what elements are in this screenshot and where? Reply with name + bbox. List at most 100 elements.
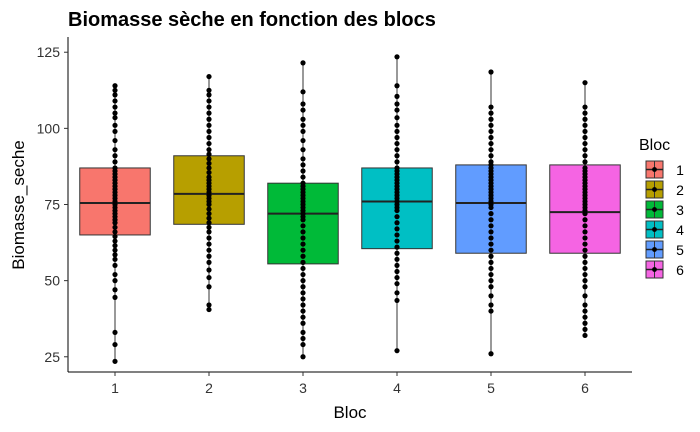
data-point-6-42 <box>582 116 588 122</box>
data-point-3-33 <box>300 180 306 186</box>
data-point-6-43 <box>582 110 588 116</box>
data-point-1-8 <box>112 256 118 262</box>
data-point-2-5 <box>206 259 212 265</box>
legend-label-2: 2 <box>676 182 684 198</box>
data-point-4-6 <box>394 262 400 269</box>
data-point-2-28 <box>206 160 212 166</box>
legend-key-point-1 <box>652 167 657 172</box>
data-point-3-17 <box>300 241 306 247</box>
data-point-3-2 <box>300 335 306 342</box>
data-point-5-12 <box>488 235 494 241</box>
data-point-4-34 <box>394 134 400 141</box>
data-point-1-47 <box>112 83 118 89</box>
data-point-2-15 <box>206 206 212 212</box>
legend: Bloc 1 2 3 4 5 6 <box>639 137 684 279</box>
data-point-4-31 <box>394 153 400 159</box>
data-point-4-14 <box>394 214 400 220</box>
data-point-6-0 <box>582 332 588 339</box>
data-point-4-10 <box>394 238 400 244</box>
data-point-1-13 <box>112 233 118 240</box>
data-point-5-35 <box>488 140 494 147</box>
data-point-5-16 <box>488 211 494 217</box>
data-point-5-4 <box>488 284 494 290</box>
data-point-3-12 <box>300 271 306 278</box>
data-point-1-37 <box>112 147 118 153</box>
axes: 25 50 75 100 125 1 2 3 4 5 6 <box>37 37 632 396</box>
data-point-2-13 <box>206 215 212 221</box>
data-point-3-16 <box>300 247 306 253</box>
data-point-2-40 <box>206 92 212 98</box>
x-tick-label-2: 2 <box>205 380 213 396</box>
y-tick-label-25: 25 <box>44 349 60 365</box>
data-point-1-41 <box>112 115 118 121</box>
data-point-2-10 <box>206 229 212 235</box>
legend-label-5: 5 <box>676 242 684 258</box>
data-point-4-8 <box>394 250 400 256</box>
data-point-4-29 <box>394 165 400 171</box>
data-point-2-1 <box>206 302 212 308</box>
y-tick-label-100: 100 <box>37 120 61 136</box>
data-point-5-15 <box>488 217 494 223</box>
data-point-2-9 <box>206 235 212 241</box>
data-point-3-4 <box>300 320 306 326</box>
data-point-4-41 <box>394 83 400 89</box>
data-point-2-29 <box>206 156 212 162</box>
y-tick-label-50: 50 <box>44 273 60 289</box>
data-point-2-4 <box>206 267 212 273</box>
data-point-6-4 <box>582 308 588 314</box>
data-point-3-5 <box>300 314 306 320</box>
data-point-2-0 <box>206 306 212 313</box>
data-point-4-7 <box>394 256 400 262</box>
data-point-4-2 <box>394 290 400 296</box>
data-point-6-18 <box>582 217 588 223</box>
data-point-6-2 <box>582 320 588 326</box>
data-point-3-39 <box>300 137 306 144</box>
x-tick-label-1: 1 <box>111 380 119 396</box>
x-tick-label-5: 5 <box>487 380 495 396</box>
data-point-4-4 <box>394 274 400 281</box>
data-point-2-39 <box>206 98 212 104</box>
data-point-5-8 <box>488 259 494 265</box>
data-point-5-39 <box>488 116 494 122</box>
data-point-5-14 <box>488 223 494 229</box>
data-point-2-34 <box>206 128 212 135</box>
data-point-6-14 <box>582 241 588 247</box>
data-point-3-45 <box>300 89 306 95</box>
data-point-3-41 <box>300 122 306 128</box>
data-point-5-13 <box>488 229 494 235</box>
data-point-2-25 <box>206 174 212 180</box>
data-point-2-32 <box>206 140 212 147</box>
data-point-6-17 <box>582 223 588 229</box>
data-point-1-6 <box>112 271 118 278</box>
data-point-6-5 <box>582 302 588 308</box>
data-point-5-11 <box>488 241 494 247</box>
data-point-1-43 <box>112 104 118 110</box>
data-point-6-35 <box>582 159 588 165</box>
data-point-3-46 <box>300 60 306 66</box>
data-point-4-3 <box>394 281 400 287</box>
box-group-3 <box>267 60 339 360</box>
data-point-5-38 <box>488 122 494 128</box>
data-point-1-44 <box>112 98 118 104</box>
data-point-6-13 <box>582 247 588 253</box>
data-point-3-18 <box>300 235 306 241</box>
data-point-5-10 <box>488 247 494 253</box>
data-point-1-45 <box>112 92 118 98</box>
data-point-5-6 <box>488 271 494 278</box>
data-point-3-19 <box>300 229 306 235</box>
data-point-6-6 <box>582 293 588 299</box>
data-point-3-37 <box>300 156 306 162</box>
data-point-5-2 <box>488 302 494 308</box>
data-point-1-7 <box>112 262 118 269</box>
data-point-2-31 <box>206 147 212 153</box>
data-point-2-2 <box>206 284 212 290</box>
data-point-2-35 <box>206 122 212 128</box>
data-point-3-9 <box>300 290 306 296</box>
data-point-2-27 <box>206 165 212 171</box>
legend-label-4: 4 <box>676 222 684 238</box>
data-point-6-7 <box>582 284 588 290</box>
data-point-6-10 <box>582 265 588 272</box>
data-point-1-9 <box>112 252 118 258</box>
data-point-2-6 <box>206 253 212 259</box>
